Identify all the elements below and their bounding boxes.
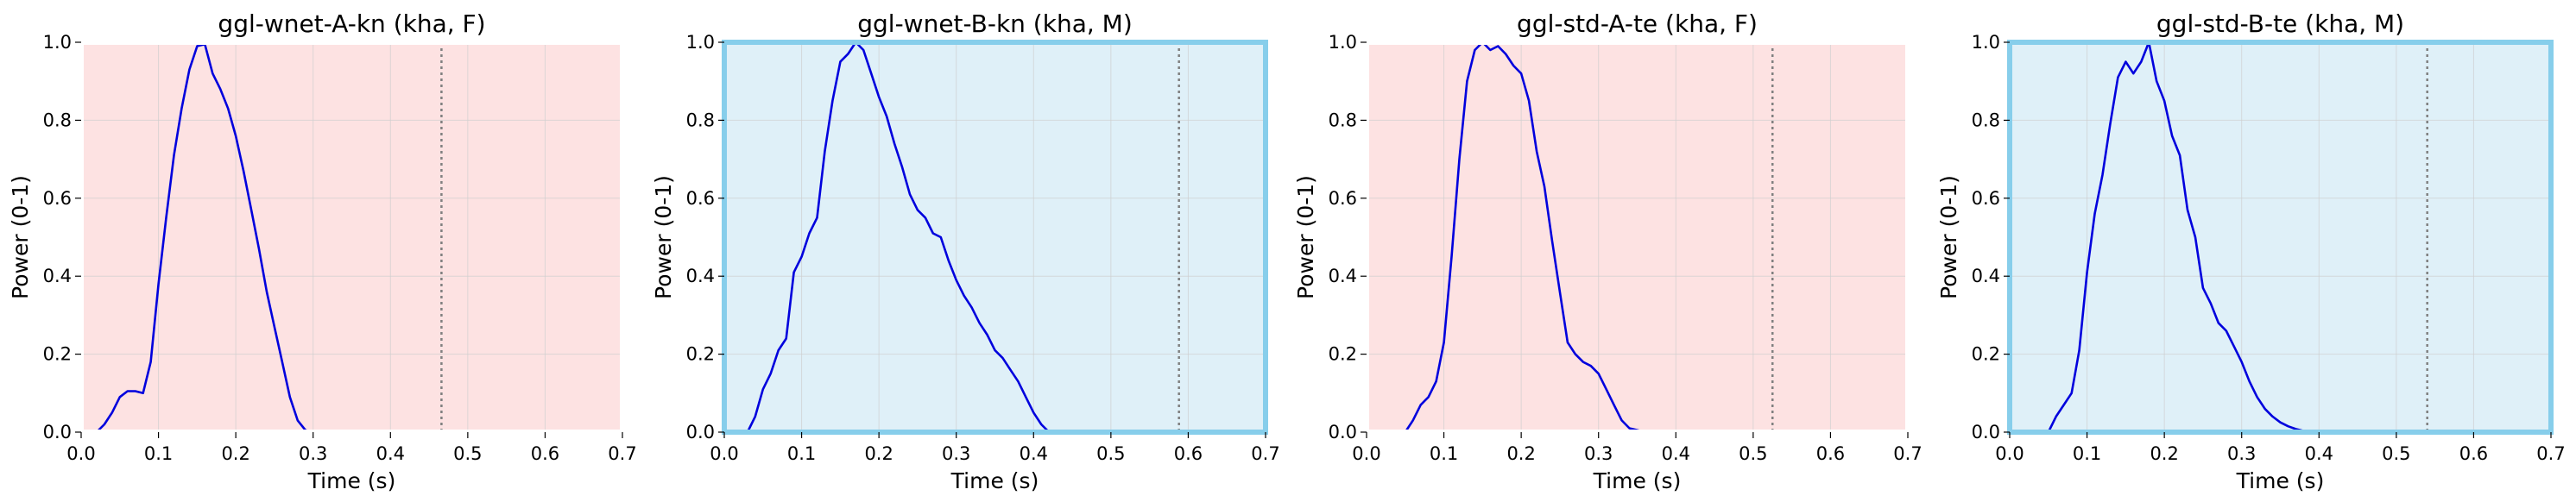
x-tick-label: 0.6 — [1816, 443, 1845, 464]
x-tick-label: 0.1 — [787, 443, 816, 464]
x-tick-label: 0.6 — [1174, 443, 1203, 464]
x-tick-label: 0.1 — [2073, 443, 2101, 464]
plot-frame — [1364, 40, 1910, 435]
x-tick-label: 0.3 — [942, 443, 970, 464]
x-tick-label: 0.2 — [864, 443, 893, 464]
x-axis-label: Time (s) — [1593, 468, 1682, 493]
x-tick-label: 0.3 — [1584, 443, 1613, 464]
x-tick-label: 0.7 — [2536, 443, 2565, 464]
y-axis-label: Power (0-1) — [1936, 175, 1961, 299]
y-tick-label: 1.0 — [1329, 32, 1357, 53]
x-tick-label: 0.5 — [453, 443, 482, 464]
y-tick-label: 0.0 — [1329, 422, 1357, 442]
y-tick-label: 0.0 — [43, 422, 72, 442]
x-tick-label: 0.0 — [1352, 443, 1380, 464]
y-tick-label: 1.0 — [686, 32, 715, 53]
x-tick-label: 0.4 — [1020, 443, 1048, 464]
x-tick-label: 0.5 — [2382, 443, 2410, 464]
chart-3: 0.0 0.1 0.2 0.3 0.4 0.5 0.6 0.7 0.0 0.2 0.4 0.6 0.8 1… — [1293, 9, 1923, 493]
chart-1: 0.0 0.1 0.2 0.3 0.4 0.5 0.6 0.7 0.0 0.2 0.4 0.6 0.8 1… — [8, 9, 637, 493]
plot-frame — [79, 40, 625, 435]
y-tick-label: 0.2 — [43, 344, 72, 365]
series-line-1 — [746, 41, 1051, 433]
y-tick-label: 0.2 — [686, 344, 715, 365]
plot-frame — [722, 40, 1268, 435]
y-tick-label: 0.0 — [1972, 422, 2000, 442]
x-tick-label: 0.0 — [66, 443, 95, 464]
y-tick-label: 0.2 — [1329, 344, 1357, 365]
series-line-1 — [2047, 41, 2312, 434]
y-tick-label: 0.8 — [1329, 110, 1357, 130]
chart-title: ggl-wnet-B-kn (kha, M) — [857, 9, 1133, 38]
y-tick-label: 0.4 — [1972, 266, 2000, 286]
y-tick-label: 0.4 — [43, 266, 72, 286]
y-axis-label: Power (0-1) — [651, 175, 676, 299]
chart-title: ggl-wnet-A-kn (kha, F) — [218, 9, 485, 38]
x-tick-label: 0.5 — [1096, 443, 1125, 464]
x-tick-label: 0.3 — [299, 443, 327, 464]
y-tick-label: 0.6 — [1972, 188, 2000, 209]
y-tick-label: 1.0 — [43, 32, 72, 53]
chart-2: 0.0 0.1 0.2 0.3 0.4 0.5 0.6 0.7 0.0 0.2 0.4 0.6 0.8 1… — [651, 9, 1280, 493]
x-tick-label: 0.7 — [1893, 443, 1922, 464]
x-tick-label: 0.7 — [1251, 443, 1279, 464]
x-tick-label: 0.2 — [1506, 443, 1535, 464]
chart-4: 0.0 0.1 0.2 0.3 0.4 0.5 0.6 0.7 0.0 0.2 0.4 0.6 0.8 1… — [1936, 9, 2566, 493]
x-tick-label: 0.0 — [1995, 443, 2024, 464]
x-tick-label: 0.7 — [608, 443, 636, 464]
x-tick-label: 0.1 — [1430, 443, 1458, 464]
chart-title: ggl-std-A-te (kha, F) — [1517, 9, 1758, 38]
x-tick-label: 0.3 — [2227, 443, 2256, 464]
x-tick-label: 0.4 — [2305, 443, 2333, 464]
y-tick-label: 0.2 — [1972, 344, 2000, 365]
x-axis-label: Time (s) — [307, 468, 396, 493]
plot-frame — [2007, 40, 2554, 435]
x-tick-label: 0.1 — [144, 443, 173, 464]
y-axis-label: Power (0-1) — [1293, 175, 1318, 299]
x-axis-label: Time (s) — [2236, 468, 2325, 493]
x-tick-label: 0.4 — [1662, 443, 1690, 464]
x-tick-label: 0.6 — [2459, 443, 2488, 464]
x-tick-label: 0.4 — [376, 443, 405, 464]
x-tick-label: 0.5 — [1739, 443, 1767, 464]
y-tick-label: 0.6 — [43, 188, 72, 209]
x-axis-label: Time (s) — [950, 468, 1039, 493]
y-axis-label: Power (0-1) — [8, 175, 33, 299]
x-tick-label: 0.2 — [221, 443, 249, 464]
plot-background — [724, 42, 1266, 432]
x-tick-label: 0.6 — [531, 443, 559, 464]
y-tick-label: 0.8 — [686, 110, 715, 130]
y-tick-label: 0.6 — [1329, 188, 1357, 209]
chart-title: ggl-std-B-te (kha, M) — [2156, 9, 2404, 38]
y-tick-label: 0.0 — [686, 422, 715, 442]
plot-background — [1367, 42, 1908, 432]
x-tick-label: 0.2 — [2150, 443, 2178, 464]
y-tick-label: 0.4 — [1329, 266, 1357, 286]
plot-background — [2010, 42, 2551, 432]
y-tick-label: 1.0 — [1972, 32, 2000, 53]
x-tick-label: 0.0 — [710, 443, 738, 464]
y-tick-label: 0.8 — [1972, 110, 2000, 130]
y-tick-label: 0.8 — [43, 110, 72, 130]
y-tick-label: 0.6 — [686, 188, 715, 209]
y-tick-label: 0.4 — [686, 266, 715, 286]
plot-background — [81, 42, 622, 432]
